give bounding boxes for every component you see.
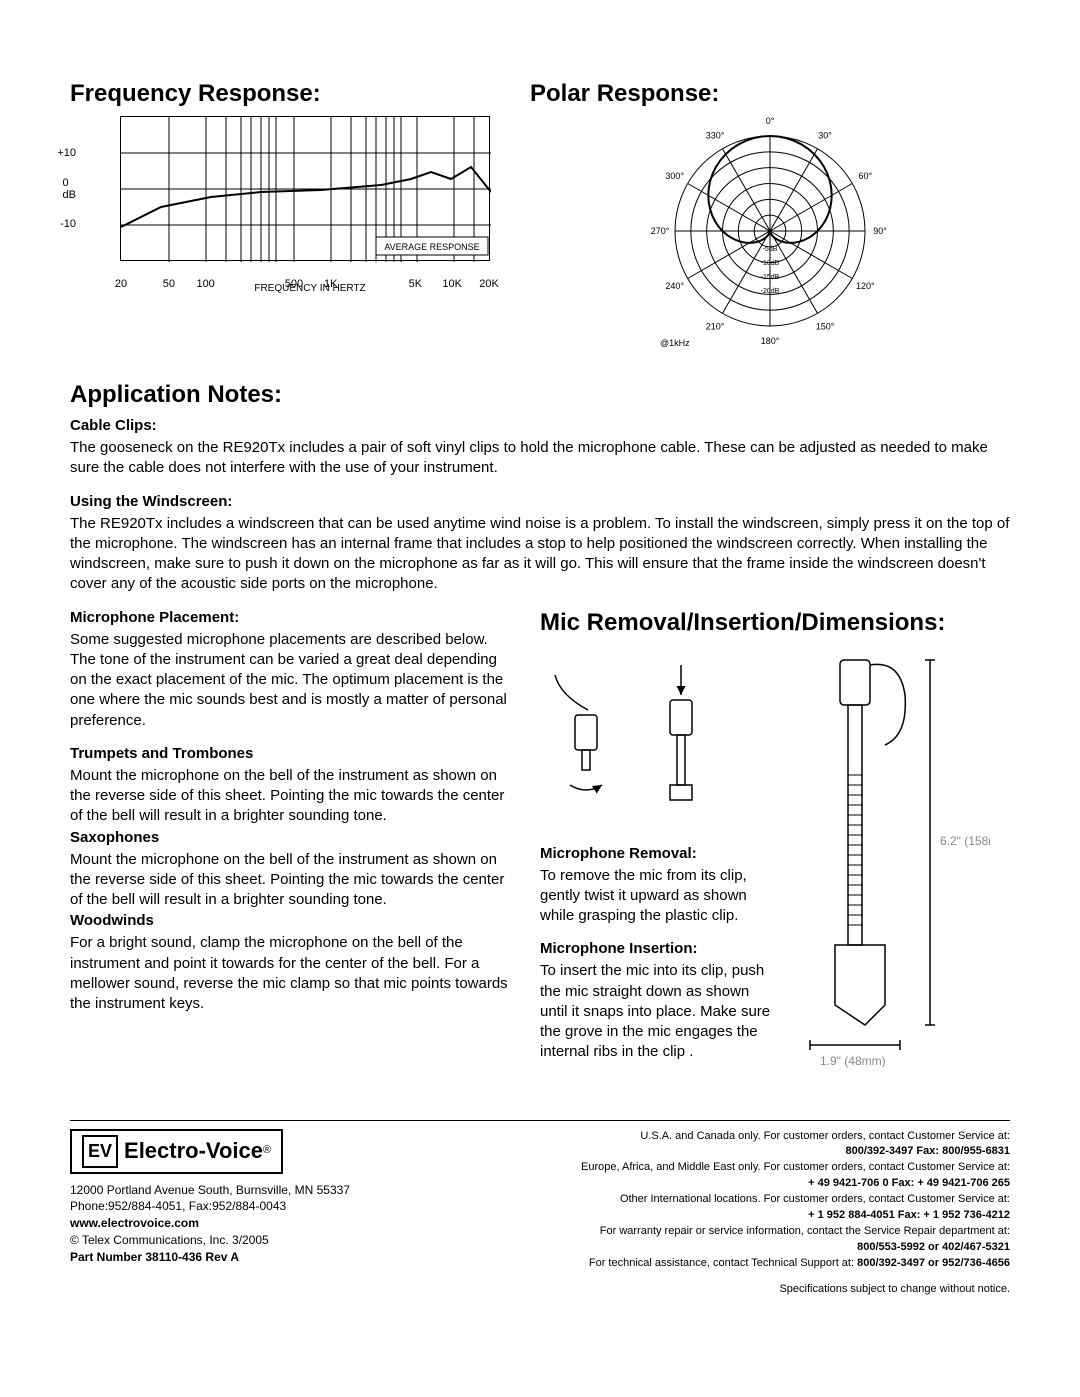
saxophones-text: Mount the microphone on the bell of the …: [70, 850, 510, 911]
svg-text:300°: 300°: [665, 171, 684, 181]
svg-text:0°: 0°: [766, 116, 775, 126]
intl-line: Other International locations. For custo…: [470, 1192, 1010, 1208]
footer-address: 12000 Portland Avenue South, Burnsville,…: [70, 1182, 450, 1199]
cable-clips-text: The gooseneck on the RE920Tx includes a …: [70, 438, 1010, 479]
mic-insertion-heading: Microphone Insertion:: [540, 940, 780, 957]
freq-response-title: Frequency Response:: [70, 80, 500, 108]
tech-line: For technical assistance, contact Techni…: [470, 1256, 1010, 1272]
eu-phone: + 49 9421-706 0 Fax: + 49 9421-706 265: [470, 1176, 1010, 1192]
warranty-phone: 800/553-5992 or 402/467-5321: [470, 1240, 1010, 1256]
svg-text:60°: 60°: [858, 171, 872, 181]
placement-text: Some suggested microphone placements are…: [70, 630, 510, 731]
footer-part-number: Part Number 38110-436 Rev A: [70, 1249, 450, 1266]
svg-text:180°: 180°: [761, 336, 780, 346]
footer-copyright: © Telex Communications, Inc. 3/2005: [70, 1232, 450, 1249]
svg-text:330°: 330°: [706, 131, 725, 141]
svg-text:6.2" (158mm): 6.2" (158mm): [940, 834, 990, 848]
svg-text:120°: 120°: [856, 281, 875, 291]
polar-response-title: Polar Response:: [530, 80, 1010, 108]
trademark-icon: ®: [263, 1143, 271, 1158]
cable-clips-heading: Cable Clips:: [70, 417, 1010, 434]
ev-logo: EV Electro-Voice ®: [70, 1129, 283, 1174]
placement-heading: Microphone Placement:: [70, 609, 510, 626]
svg-text:-20dB: -20dB: [761, 288, 780, 295]
trumpets-text: Mount the microphone on the bell of the …: [70, 766, 510, 827]
svg-text:90°: 90°: [873, 226, 887, 236]
svg-text:@1kHz: @1kHz: [660, 338, 690, 348]
svg-text:-10dB: -10dB: [761, 260, 780, 267]
intl-phone: + 1 952 884-4051 Fax: + 1 952 736-4212: [470, 1208, 1010, 1224]
mic-removal-insertion-diagram: [540, 645, 780, 845]
footer-phone-fax: Phone:952/884-4051, Fax:952/884-0043: [70, 1198, 450, 1215]
svg-text:30°: 30°: [818, 131, 832, 141]
spec-note: Specifications subject to change without…: [470, 1282, 1010, 1298]
svg-text:240°: 240°: [665, 281, 684, 291]
mic-removal-text: To remove the mic from its clip, gently …: [540, 866, 780, 927]
warranty-line: For warranty repair or service informati…: [470, 1224, 1010, 1240]
svg-text:AVERAGE RESPONSE: AVERAGE RESPONSE: [384, 242, 479, 252]
svg-text:150°: 150°: [816, 321, 835, 331]
svg-text:-15dB: -15dB: [761, 274, 780, 281]
freq-chart-svg: AVERAGE RESPONSE: [121, 117, 491, 262]
footer-website: www.electrovoice.com: [70, 1215, 450, 1232]
footer-left: EV Electro-Voice ® 12000 Portland Avenue…: [70, 1129, 450, 1298]
mic-section-title: Mic Removal/Insertion/Dimensions:: [540, 609, 1010, 637]
woodwinds-text: For a bright sound, clamp the microphone…: [70, 933, 510, 1014]
ev-logo-box: EV: [82, 1135, 118, 1168]
frequency-response-chart: AVERAGE RESPONSE +100 dB-10 20501005001K…: [120, 116, 490, 261]
trumpets-heading: Trumpets and Trombones: [70, 745, 510, 762]
svg-text:1.9" (48mm): 1.9" (48mm): [820, 1054, 886, 1068]
mic-insertion-text: To insert the mic into its clip, push th…: [540, 961, 780, 1062]
footer-right: U.S.A. and Canada only. For customer ord…: [470, 1129, 1010, 1298]
usa-line: U.S.A. and Canada only. For customer ord…: [470, 1129, 1010, 1145]
usa-phone: 800/392-3497 Fax: 800/955-6831: [470, 1144, 1010, 1160]
woodwinds-heading: Woodwinds: [70, 912, 510, 929]
polar-response-chart: 0° 30° 60° 90° 120° 150° 180° 210° 240° 270° 300° 3…: [530, 116, 1010, 361]
svg-text:270°: 270°: [651, 226, 670, 236]
mic-dimensions-diagram: 6.2" (158mm) 1.9" (48mm): [790, 645, 1010, 1090]
svg-text:-5dB: -5dB: [763, 246, 778, 253]
ev-logo-text: Electro-Voice: [124, 1136, 263, 1167]
windscreen-heading: Using the Windscreen:: [70, 493, 1010, 510]
windscreen-text: The RE920Tx includes a windscreen that c…: [70, 514, 1010, 595]
saxophones-heading: Saxophones: [70, 829, 510, 846]
eu-line: Europe, Africa, and Middle East only. Fo…: [470, 1160, 1010, 1176]
mic-removal-heading: Microphone Removal:: [540, 845, 780, 862]
svg-text:210°: 210°: [706, 321, 725, 331]
application-notes-title: Application Notes:: [70, 381, 1010, 409]
